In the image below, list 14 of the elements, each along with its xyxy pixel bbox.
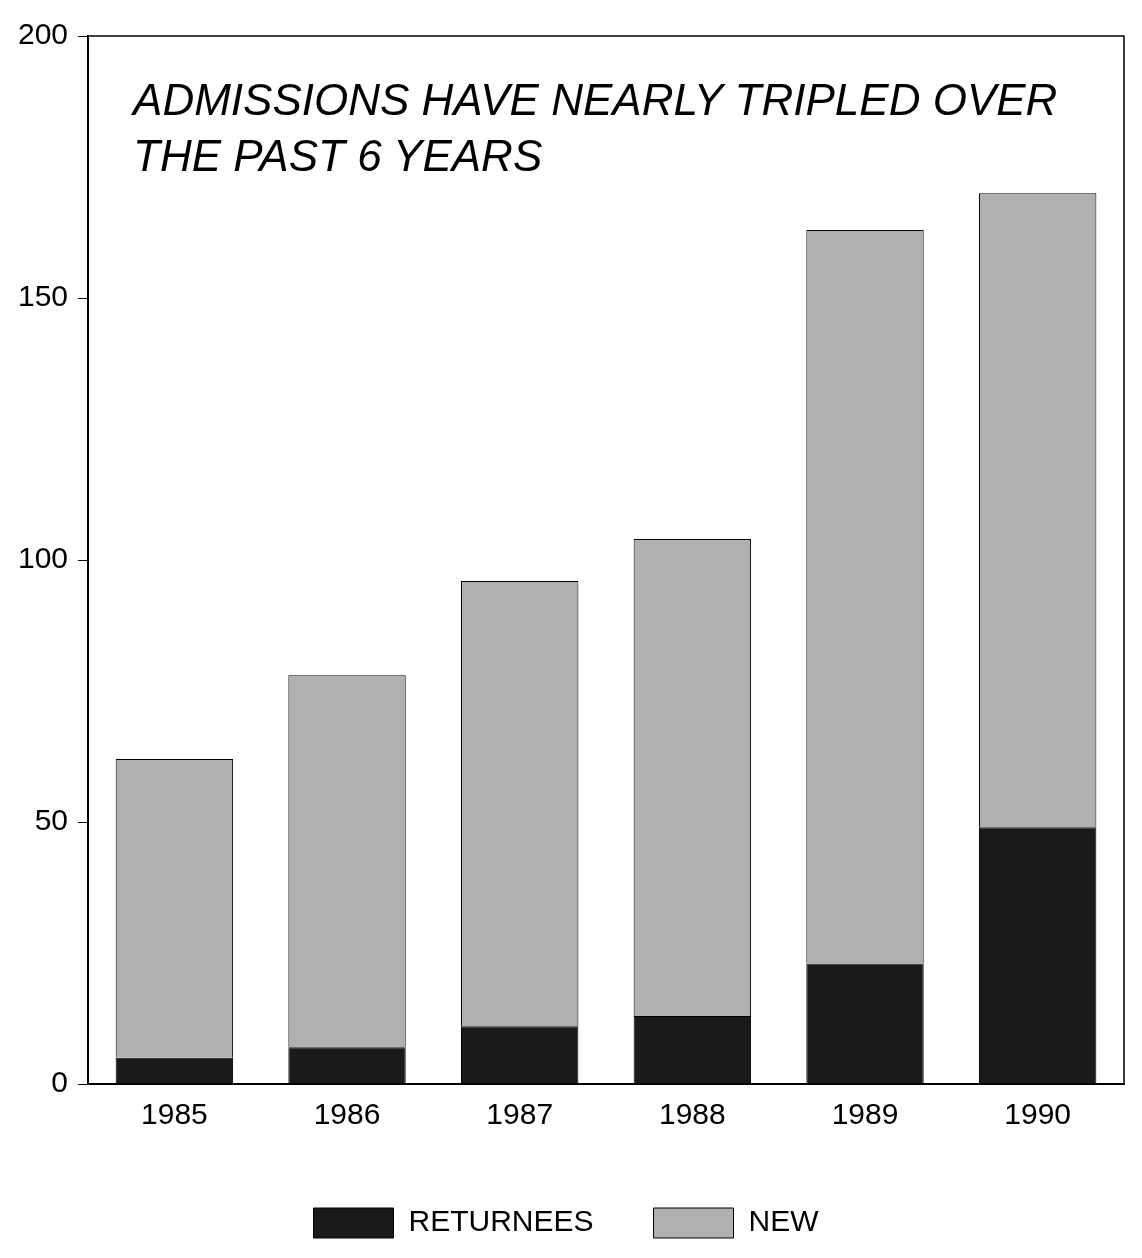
x-tick-label: 1986 [313, 1097, 381, 1131]
y-tick-label: 0 [51, 1065, 69, 1099]
x-tick-label: 1985 [141, 1097, 208, 1131]
y-tick-label: 50 [34, 803, 69, 837]
x-tick-label: 1988 [658, 1097, 726, 1131]
text: ADMISSIONS HAVE NEARLY TRIPLED OVER THE PAST 6 YEARS [130, 75, 1058, 181]
y-tick-label: 200 [17, 17, 69, 51]
legend-label: NEW [748, 1204, 820, 1238]
x-tick-label: 1990 [1004, 1097, 1072, 1131]
y-tick-label: 150 [17, 279, 69, 313]
y-tick-label: 100 [17, 541, 69, 575]
x-tick-label: 1987 [486, 1097, 554, 1131]
x-tick-label: 1989 [831, 1097, 899, 1131]
legend-label: RETURNEES [408, 1204, 594, 1238]
